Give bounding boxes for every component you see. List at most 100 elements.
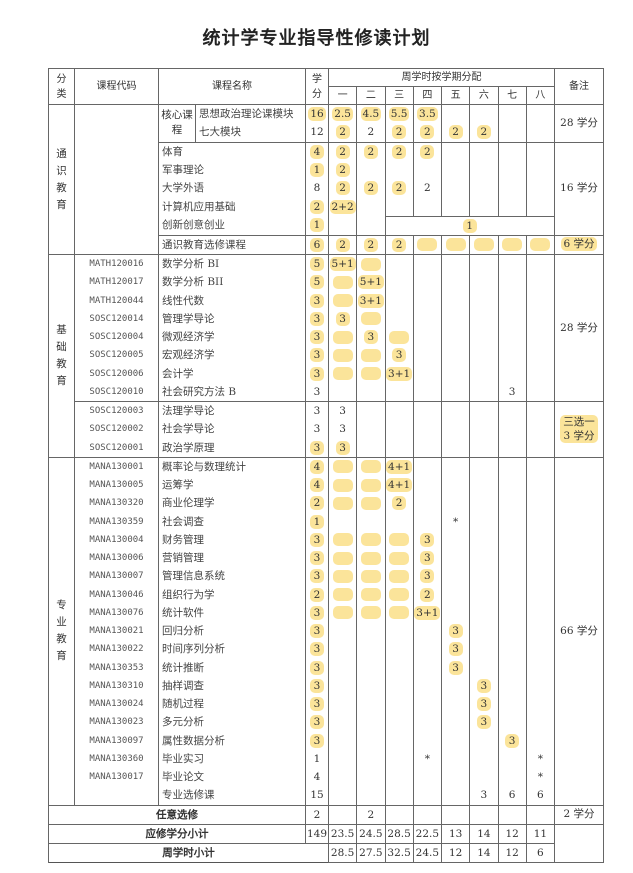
course-code: SOSC120004 (74, 328, 159, 347)
highlight-mark (332, 294, 353, 308)
course-credit: 3 (305, 695, 329, 714)
semester-hours (327, 676, 358, 695)
highlight-mark (332, 496, 353, 510)
semester-hours (469, 291, 499, 310)
header-semester-3: 三 (384, 86, 414, 105)
semester-hours (497, 456, 527, 476)
semester-hours (412, 328, 443, 347)
highlight-mark: 3 (310, 532, 324, 547)
semester-hours (469, 160, 499, 179)
highlight-mark: 5 (310, 275, 324, 290)
semester-hours: * (412, 749, 443, 768)
semester-hours (327, 695, 358, 714)
semester-hours (356, 749, 386, 768)
semester-hours (412, 382, 443, 402)
highlight-mark: 3 (310, 678, 324, 693)
semester-hours (440, 731, 471, 750)
elective-label: 任意选修 (48, 804, 306, 825)
semester-hours (497, 640, 527, 659)
semester-hours (327, 786, 358, 805)
semester-hours: 3+1 (412, 603, 443, 622)
semester-hours (356, 768, 386, 787)
course-credit: 4 (305, 476, 329, 495)
semester-hours: 2 (327, 234, 358, 255)
elective-row: 任意选修 2 2 2 学分 (48, 804, 604, 825)
semester-hours (440, 786, 471, 805)
semester-hours (525, 494, 556, 513)
semester-hours (384, 567, 414, 586)
semester-hours (525, 567, 556, 586)
header-name: 课程名称 (158, 68, 306, 105)
highlight-mark: 2 (420, 125, 435, 140)
highlight-mark (360, 496, 381, 510)
highlight-mark: 4 (310, 144, 324, 159)
semester-hours: 2 (327, 179, 358, 198)
semester-hours: 3 (469, 713, 499, 732)
semester-hours (469, 804, 499, 825)
semester-hours (525, 456, 556, 476)
highlight-mark (360, 606, 381, 620)
semester-hours (497, 768, 527, 787)
semester-hours (525, 713, 556, 732)
semester-hours: 3 (327, 401, 358, 421)
course-credit: 3 (305, 291, 329, 310)
semester-hours (356, 567, 386, 586)
highlight-mark (332, 551, 353, 565)
semester-hours (440, 328, 471, 347)
header-category: 分类 (48, 68, 75, 105)
semester-hours (356, 309, 386, 328)
semester-hours: 3 (384, 346, 414, 365)
category-label: 专业教育 (48, 456, 75, 806)
semester-hours (440, 309, 471, 328)
semester-hours (384, 401, 414, 421)
header-remark: 备注 (554, 68, 604, 105)
highlight-mark: 三选一 3 学分 (560, 414, 598, 443)
highlight-mark (360, 551, 381, 565)
table-row: MANA130017 毕业论文 4 * (49, 768, 604, 787)
highlight-mark: 2 (392, 496, 407, 511)
table-row: SOSC120003 法理学导论 3 3 三选一 3 学分 (49, 401, 604, 458)
course-name: 营销管理 (158, 549, 306, 568)
semester-hours (525, 476, 556, 495)
semester-hours: 2 (384, 234, 414, 255)
course-credit: 3 (305, 420, 329, 439)
highlight-mark: 2 (363, 181, 378, 196)
table-row: MATH120044 线性代数 3 3+1 (49, 291, 604, 310)
semester-hours (356, 640, 386, 659)
semester-hours (469, 273, 499, 292)
semester-hours: 3 (327, 309, 358, 328)
course-code: MANA130006 (74, 549, 159, 568)
semester-hours (327, 456, 358, 476)
semester-hours (469, 401, 499, 421)
semester-hours (412, 456, 443, 476)
semester-hours (440, 273, 471, 292)
semester-hours: 3 (327, 420, 358, 439)
course-name: 专业选修课 (158, 786, 306, 805)
semester-hours (497, 234, 527, 255)
semester-hours (356, 197, 386, 216)
highlight-mark (417, 238, 438, 252)
semester-hours (497, 141, 527, 161)
highlight-mark: 5.5 (388, 107, 410, 122)
course-name: 计算机应用基础 (158, 197, 306, 216)
semester-hours (356, 786, 386, 805)
semester-hours (327, 585, 358, 604)
remark: 三选一 3 学分 (554, 401, 604, 458)
semester-hours (497, 197, 527, 216)
highlight-mark (530, 238, 551, 252)
semester-hours (497, 364, 527, 383)
course-name: 管理学导论 (158, 309, 306, 328)
header-semesters-title: 周学时按学期分配 (328, 68, 555, 87)
table-row: MANA130046 组织行为学 2 2 (49, 585, 604, 604)
semester-hours (469, 567, 499, 586)
course-code: MANA130353 (74, 658, 159, 677)
highlight-mark: 3 (420, 569, 435, 584)
course-name: 社会研究方法 B (158, 382, 306, 402)
semester-hours (412, 291, 443, 310)
highlight-mark: 3+1 (357, 293, 384, 308)
semester-hours (469, 494, 499, 513)
highlight-mark (360, 569, 381, 583)
highlight-mark (332, 606, 353, 620)
course-credit: 2 (305, 494, 329, 513)
course-name: 毕业论文 (158, 768, 306, 787)
